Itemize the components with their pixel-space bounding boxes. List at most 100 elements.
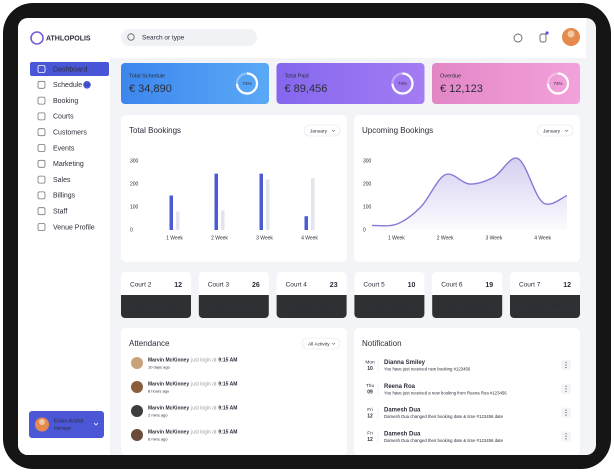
nav-badge-text: 12 <box>85 82 90 87</box>
user-card[interactable] <box>29 411 104 438</box>
attendee-action: just login at <box>190 358 217 364</box>
notif-name: Reena Roa <box>384 384 416 390</box>
dropdown-label: January <box>310 128 328 134</box>
court-next: Next at 02:00 <box>292 304 331 311</box>
dropdown[interactable] <box>303 124 341 137</box>
attendee-ago: 6 mins ago <box>148 437 168 442</box>
x-tick-label: 2 Week <box>437 235 454 241</box>
nav-icon <box>37 65 46 73</box>
attendee-time: 9:15 AM <box>218 430 237 436</box>
nav-item: Schedule <box>53 82 82 89</box>
bar <box>176 211 180 230</box>
chat-icon[interactable] <box>513 33 523 43</box>
notif-date: 10 <box>367 366 373 372</box>
attendee-time: 9:15 AM <box>218 382 237 388</box>
logo-icon <box>30 31 44 45</box>
search-box[interactable] <box>121 29 257 46</box>
x-tick-label: 3 Week <box>485 235 502 241</box>
panel <box>121 328 347 455</box>
notif-day: Fri <box>367 407 373 413</box>
x-tick-label: 1 Week <box>388 235 405 241</box>
stat-title: Overdue <box>440 73 461 79</box>
court-count: 19 <box>485 282 493 289</box>
attendee-avatar <box>131 405 143 417</box>
notif-menu-dot <box>565 388 567 390</box>
notif-message: You have just received a new booking fro… <box>384 390 507 395</box>
nav-item: Sales <box>53 177 71 184</box>
sidebar <box>18 18 110 455</box>
attendee-line: Marvin McKinney just login at 9:15 AM <box>148 430 237 436</box>
panel-title: Notification <box>362 339 402 348</box>
court-next: Next at 12:00 <box>214 304 253 311</box>
y-tick-label: 300 <box>363 158 372 164</box>
dropdown-chevron <box>564 129 569 132</box>
stat-amount: € 12,123 <box>440 83 483 95</box>
court-name: Court 4 <box>286 282 308 289</box>
notif-day: Mon <box>365 359 375 365</box>
notif-date: 09 <box>367 390 373 396</box>
court-footer <box>198 295 269 318</box>
notif-date: 12 <box>367 437 373 443</box>
attendee-name: Marvin McKinney <box>148 358 189 364</box>
bar <box>169 195 173 230</box>
panel-title: Attendance <box>129 339 170 348</box>
notif-name: Damesh Dua <box>384 431 421 437</box>
bar <box>221 210 225 230</box>
search-icon <box>127 33 135 41</box>
attendee-action: just login at <box>190 430 217 436</box>
nav-icon <box>37 144 46 152</box>
x-tick-label: 3 Week <box>256 235 273 241</box>
dropdown[interactable] <box>536 124 574 137</box>
attendee-avatar <box>131 429 143 441</box>
bar <box>259 173 263 230</box>
bar <box>266 179 270 230</box>
panel <box>354 328 580 455</box>
stat-title: Total Paid <box>285 73 309 79</box>
stat-card <box>432 63 580 104</box>
user-avatar-face <box>39 419 45 425</box>
stat-card <box>276 63 425 104</box>
y-tick-label: 100 <box>130 204 139 210</box>
notif-menu-dot <box>565 414 567 416</box>
attendee-avatar <box>131 381 143 393</box>
bell-icon[interactable] <box>539 33 547 43</box>
notif-menu-dot <box>565 438 567 440</box>
court-next: Next at 05:00 <box>448 304 487 311</box>
court-name: Court 5 <box>363 282 385 289</box>
attendee-ago: 2 mins ago <box>148 413 168 418</box>
y-tick-label: 300 <box>130 158 139 164</box>
x-tick-label: 2 Week <box>211 235 228 241</box>
attendee-name: Marvin McKinney <box>148 430 189 436</box>
notif-menu-dot <box>565 409 567 411</box>
court-footer <box>121 295 191 318</box>
nav-item: Billings <box>53 193 76 200</box>
y-tick-label: 200 <box>130 181 139 187</box>
attendee-time: 9:15 AM <box>218 358 237 364</box>
notif-menu-dot <box>565 364 567 366</box>
x-tick-label: 4 Week <box>534 235 551 241</box>
y-tick-label: 100 <box>363 204 372 210</box>
dropdown[interactable] <box>301 337 341 350</box>
court-name: Court 3 <box>208 282 230 289</box>
progress-arc <box>546 72 570 95</box>
dropdown-label: All Activity <box>308 341 330 347</box>
nav-icon <box>37 159 46 168</box>
court-count: 12 <box>174 282 182 289</box>
court-count: 26 <box>252 282 260 289</box>
court-next: Next at 04:00 <box>370 304 409 311</box>
nav-item: Staff <box>53 209 67 216</box>
nav-item: Courts <box>53 114 74 121</box>
y-tick-label: 0 <box>130 227 133 233</box>
notif-name: Dianna Smiley <box>384 360 426 366</box>
user-chevron <box>93 422 99 426</box>
nav-active <box>30 62 109 76</box>
progress-arc <box>391 72 414 95</box>
stat-amount: € 34,890 <box>129 83 172 95</box>
progress-label: 74% <box>553 81 562 86</box>
stat-title: Total Schedule <box>129 73 165 79</box>
nav-item: Marketing <box>53 161 84 168</box>
notif-message: Damesh Dua changed their booking date & … <box>384 414 504 419</box>
court-footer <box>510 295 580 318</box>
nav-item: Dashboard <box>53 66 87 73</box>
court-name: Court 2 <box>130 282 152 289</box>
